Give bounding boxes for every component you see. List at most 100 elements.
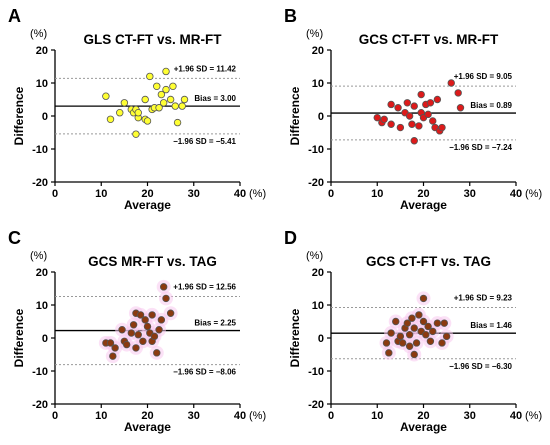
data-point: [410, 137, 418, 145]
data-point: [454, 89, 462, 97]
data-point: [415, 122, 423, 130]
data-point: [155, 326, 163, 334]
y-tick-label: -10: [308, 144, 324, 156]
y-tick-label: 0: [318, 333, 324, 345]
data-point: [429, 327, 437, 336]
bias-label: Bias = 1.46: [470, 321, 512, 330]
y-tick-label: 10: [312, 300, 324, 312]
data-point: [102, 92, 110, 100]
data-point: [408, 314, 416, 322]
data-point: [419, 294, 428, 303]
x-tick-label: 20: [417, 410, 429, 422]
x-unit-label: (%): [525, 188, 542, 200]
data-point: [412, 339, 421, 347]
y-axis-label: Difference: [288, 86, 302, 145]
data-point: [143, 117, 152, 125]
chart-title: GCS MR-FT vs. TAG: [88, 254, 217, 269]
lower-loa-label: −1.96 SD = −8.06: [173, 368, 236, 377]
panel-d: D GCS CT-FT vs. TAG (%) Difference Average (%…: [284, 228, 542, 434]
data-point: [132, 344, 140, 352]
data-point: [122, 340, 131, 349]
x-tick-label: 20: [141, 188, 153, 200]
x-tick-label: 30: [464, 410, 476, 422]
y-unit-label: (%): [30, 250, 47, 262]
panel-letter: C: [8, 228, 21, 248]
data-point: [132, 130, 140, 138]
panel-b: B GCS CT-FT vs. MR-FT (%) Difference Average…: [284, 6, 542, 212]
data-point: [405, 330, 414, 339]
x-axis-label: Average: [124, 198, 171, 212]
data-point: [169, 82, 177, 90]
panel-letter: A: [8, 6, 21, 26]
data-point: [134, 330, 142, 339]
y-tick-label: -20: [32, 177, 48, 189]
x-unit-label: (%): [249, 188, 266, 200]
data-point: [403, 99, 412, 107]
data-point: [429, 117, 437, 125]
data-point: [419, 317, 428, 326]
data-point: [396, 123, 405, 132]
x-tick-label: 30: [464, 188, 476, 200]
x-unit-label: (%): [525, 410, 542, 422]
data-point: [143, 322, 152, 331]
x-tick-label: 30: [188, 188, 200, 200]
data-point: [136, 311, 145, 319]
x-tick-label: 10: [371, 410, 383, 422]
data-point: [405, 342, 414, 350]
data-point: [148, 311, 156, 319]
data-point: [111, 344, 119, 352]
x-tick-label: 20: [141, 410, 153, 422]
data-point: [180, 95, 189, 104]
y-tick-label: 20: [312, 45, 324, 57]
y-unit-label: (%): [306, 28, 323, 40]
lower-loa-label: −1.96 SD = −6.30: [449, 362, 512, 371]
data-point: [109, 352, 117, 360]
y-tick-label: 10: [312, 78, 324, 90]
data-point: [382, 339, 391, 347]
data-point: [426, 337, 435, 345]
x-tick-label: 40: [510, 188, 522, 200]
upper-loa-label: +1.96 SD = 9.05: [454, 72, 513, 81]
data-point: [162, 294, 170, 303]
data-point: [433, 95, 442, 104]
data-point: [153, 82, 161, 90]
upper-loa-label: +1.96 SD = 12.56: [173, 283, 236, 292]
data-point: [141, 316, 149, 324]
data-point: [424, 110, 432, 119]
data-point: [159, 99, 168, 107]
data-point: [456, 104, 465, 112]
data-point: [166, 95, 175, 104]
y-tick-label: 10: [36, 78, 48, 90]
data-point: [442, 332, 451, 341]
chart-title: GCS CT-FT vs. TAG: [366, 254, 491, 269]
data-point: [178, 102, 186, 110]
data-point: [171, 102, 179, 110]
data-point: [162, 67, 170, 76]
data-point: [120, 99, 129, 107]
x-tick-label: 0: [328, 410, 334, 422]
y-tick-label: -20: [32, 399, 48, 411]
data-point: [415, 311, 423, 319]
x-axis-label: Average: [400, 198, 447, 212]
data-point: [150, 332, 159, 341]
data-point: [141, 95, 149, 104]
y-tick-label: 0: [42, 111, 48, 123]
data-point: [106, 115, 115, 123]
x-axis-label: Average: [400, 420, 447, 434]
data-point: [146, 72, 154, 81]
data-point: [410, 324, 418, 332]
y-tick-label: 0: [42, 333, 48, 345]
x-tick-label: 40: [234, 188, 246, 200]
data-point: [129, 321, 138, 329]
x-tick-label: 30: [188, 410, 200, 422]
data-point: [392, 317, 400, 326]
data-point: [173, 118, 182, 127]
x-tick-label: 0: [52, 410, 58, 422]
x-tick-label: 20: [417, 188, 429, 200]
data-point: [162, 85, 170, 94]
x-tick-label: 0: [52, 188, 58, 200]
y-tick-label: 0: [318, 111, 324, 123]
data-point: [424, 322, 432, 331]
data-point: [387, 100, 395, 109]
data-point: [410, 350, 418, 359]
